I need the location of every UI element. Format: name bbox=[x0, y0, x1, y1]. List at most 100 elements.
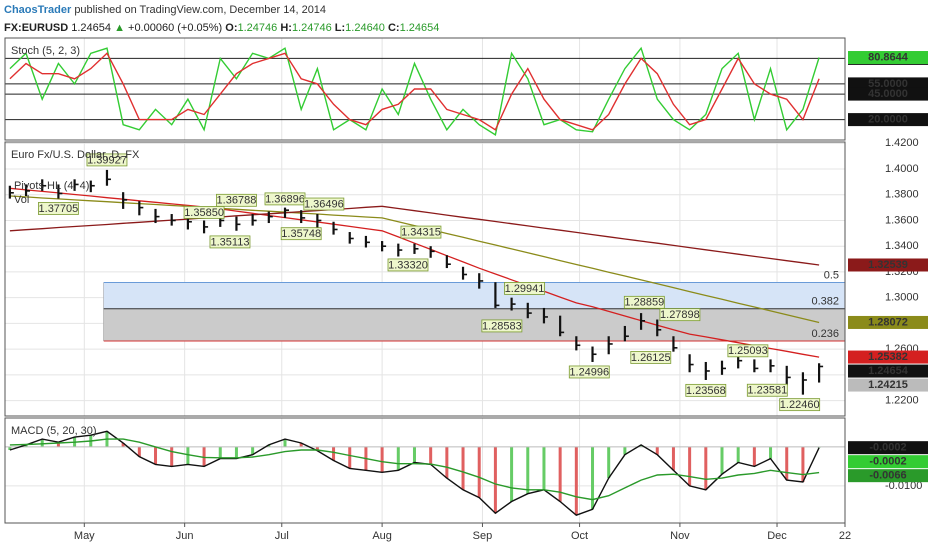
moving-average bbox=[9, 205, 820, 266]
histogram-bar bbox=[396, 446, 400, 471]
series-line bbox=[9, 46, 820, 137]
pivot-box bbox=[481, 319, 523, 333]
symbol: FX:EURUSD bbox=[4, 22, 68, 34]
histogram-bar bbox=[202, 446, 206, 467]
ohlc-value: 1.24746 bbox=[238, 22, 278, 34]
y-tick-label: 1.4000 bbox=[885, 163, 919, 175]
histogram-bar bbox=[251, 446, 255, 455]
indicator-label: Pivots HL (4, 4) bbox=[14, 180, 89, 192]
pivot-box bbox=[630, 351, 672, 364]
histogram-bar bbox=[493, 446, 497, 514]
level-band bbox=[103, 282, 845, 309]
last-value-box bbox=[848, 350, 928, 364]
histogram-bar bbox=[121, 442, 125, 447]
pivot-box bbox=[568, 365, 610, 379]
histogram-bar bbox=[40, 439, 44, 447]
pivot-label: 1.26125 bbox=[631, 352, 671, 364]
y-tick-label: 55.0000 bbox=[868, 78, 908, 90]
last-value-box bbox=[848, 441, 928, 455]
histogram-bar bbox=[558, 446, 562, 502]
histogram-bar bbox=[607, 446, 611, 479]
pivot-label: 1.22460 bbox=[780, 399, 820, 411]
y-tick-label: 20.0000 bbox=[868, 114, 908, 126]
y-tick-label: 1.3000 bbox=[885, 292, 919, 304]
histogram-bar bbox=[24, 444, 28, 447]
pivot-box bbox=[685, 383, 727, 397]
last-value-label: 1.32539 bbox=[868, 259, 908, 271]
last-value-box bbox=[848, 455, 928, 469]
pivot-label: 1.36896 bbox=[265, 193, 305, 205]
histogram-bar bbox=[477, 446, 481, 498]
histogram-bar bbox=[412, 446, 416, 463]
histogram-bar bbox=[234, 446, 238, 459]
histogram-bar bbox=[720, 446, 724, 475]
x-tick-label: May bbox=[74, 530, 95, 542]
y-tick-label: 1.2200 bbox=[885, 394, 919, 406]
y-tick-label: 1.3800 bbox=[885, 189, 919, 201]
x-tick-label: Sep bbox=[473, 530, 493, 542]
y-tick-label: 1.4200 bbox=[885, 137, 919, 149]
histogram-bar bbox=[526, 446, 530, 494]
last-value-box bbox=[848, 51, 928, 65]
pivot-label: 1.36496 bbox=[304, 198, 344, 210]
last-value-label: 1.28072 bbox=[868, 316, 908, 328]
histogram-bar bbox=[623, 446, 627, 455]
y-tick-label: -0.0100 bbox=[885, 480, 922, 492]
pivot-box bbox=[659, 308, 701, 322]
x-tick-label: Dec bbox=[767, 530, 787, 542]
level-label: 0.236 bbox=[811, 328, 839, 340]
pivot-label: 1.35113 bbox=[210, 236, 249, 248]
ohlc-value: 1.24746 bbox=[292, 22, 332, 34]
pivot-box bbox=[504, 282, 545, 295]
pivot-label: 1.29941 bbox=[505, 283, 545, 295]
pivot-label: 1.23581 bbox=[747, 385, 787, 397]
histogram-bar bbox=[639, 444, 643, 447]
pivot-box bbox=[746, 383, 788, 397]
pivot-box bbox=[727, 344, 769, 358]
pivot-box bbox=[38, 202, 79, 215]
pivot-box bbox=[623, 295, 665, 309]
panel bbox=[5, 38, 845, 140]
x-tick-label: Oct bbox=[571, 530, 588, 542]
last-value-label: 1.24654 bbox=[868, 365, 909, 377]
pivot-box bbox=[86, 153, 128, 167]
series-line bbox=[9, 52, 820, 131]
indicator-label: Vol bbox=[14, 194, 29, 206]
moving-average bbox=[9, 187, 820, 358]
panel-border bbox=[4, 141, 846, 417]
histogram-bar bbox=[429, 446, 433, 465]
tick-box bbox=[848, 77, 928, 91]
level-label: 0.382 bbox=[811, 296, 839, 308]
panel bbox=[5, 418, 845, 523]
y-tick-label: 1.3400 bbox=[885, 240, 919, 252]
level-label: 0.5 bbox=[824, 269, 839, 281]
pivot-label: 1.25093 bbox=[728, 345, 768, 357]
tick-box bbox=[848, 113, 928, 127]
pivot-box bbox=[280, 227, 322, 241]
y-tick-label: 45.0000 bbox=[868, 88, 908, 100]
level-band bbox=[103, 308, 845, 342]
last-value-label: -0.0066 bbox=[869, 470, 906, 482]
histogram-bar bbox=[218, 446, 222, 459]
panel: 0.5 0.382 0.236 1.39927 1.37705 1.358501.3678… bbox=[5, 142, 845, 416]
last-value-label: 1.25382 bbox=[868, 351, 908, 363]
author[interactable]: ChaosTrader bbox=[4, 4, 72, 16]
last-value-label: 80.8644 bbox=[868, 51, 909, 63]
pivot-label: 1.35850 bbox=[184, 207, 224, 219]
pivot-label: 1.33320 bbox=[388, 259, 428, 271]
histogram-bar bbox=[801, 446, 805, 483]
histogram-bar bbox=[736, 446, 740, 463]
histogram-bar bbox=[704, 446, 708, 490]
histogram-bar bbox=[299, 442, 303, 447]
histogram-bar bbox=[752, 446, 756, 467]
ohlc-value: 1.24654 bbox=[400, 22, 440, 34]
pivot-box bbox=[779, 398, 821, 412]
histogram-bar bbox=[655, 446, 659, 455]
pivot-box bbox=[400, 225, 442, 239]
histogram-bar bbox=[332, 446, 336, 461]
symbol-line: FX:EURUSD 1.24654 ▲ +0.00060 (+0.05%) O:… bbox=[4, 22, 439, 34]
price: 1.24654 bbox=[71, 22, 111, 34]
pivot-label: 1.23568 bbox=[686, 385, 726, 397]
x-tick-label: Nov bbox=[670, 530, 690, 542]
